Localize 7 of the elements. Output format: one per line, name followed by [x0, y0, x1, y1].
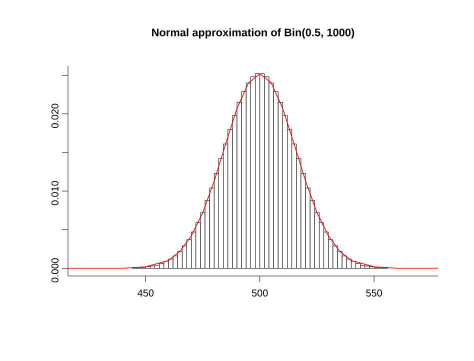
x-tick-label: 450: [138, 290, 154, 297]
y-tick-label: 0.020: [51, 104, 58, 128]
y-tick-label: 0.000: [51, 258, 58, 282]
x-tick-label: 550: [366, 290, 382, 297]
x-tick-label: 500: [252, 290, 268, 297]
y-tick-label: 0.010: [51, 180, 58, 206]
chart-title: Normal approximation of Bin(0.5, 1000): [152, 28, 354, 38]
